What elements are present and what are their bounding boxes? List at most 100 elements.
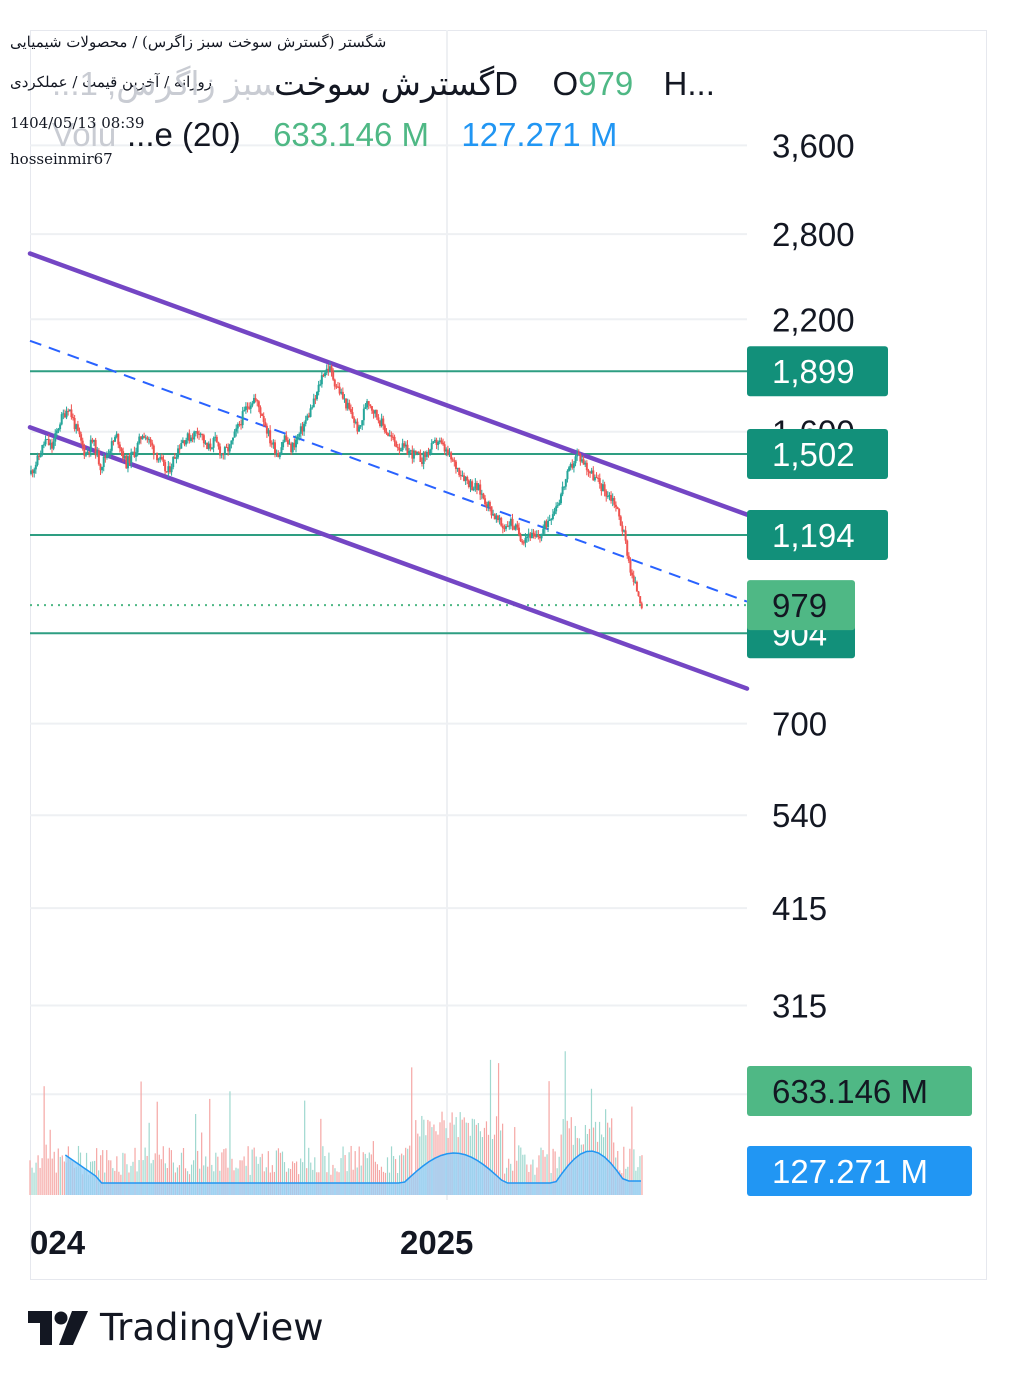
candle <box>91 437 94 444</box>
candle-body <box>219 446 222 456</box>
time-axis[interactable]: 024 2025 <box>30 1224 473 1261</box>
volume-legend[interactable]: Volu <box>52 116 116 154</box>
legend-symbol-row[interactable]: گسترش سوختD O979 H... <box>274 64 715 103</box>
candle-body <box>285 435 288 441</box>
candle <box>606 491 609 499</box>
candle <box>269 425 272 447</box>
volume-badge[interactable] <box>747 1146 972 1196</box>
candle-body <box>170 467 173 473</box>
candle <box>156 452 159 463</box>
candle-body <box>564 479 567 487</box>
candle <box>316 391 319 401</box>
candle <box>175 453 178 464</box>
candle-body <box>31 470 34 474</box>
candle <box>370 406 373 415</box>
candle <box>403 440 406 449</box>
candle <box>160 453 163 461</box>
tradingview-wordmark: TradingView <box>100 1306 324 1349</box>
candle <box>635 580 638 592</box>
candle <box>488 500 491 512</box>
candle <box>353 416 356 428</box>
candle <box>319 379 322 387</box>
candle-body <box>225 447 228 449</box>
candle-body <box>231 437 234 441</box>
candle <box>130 448 133 469</box>
volume-legend-row[interactable]: ...e (20) 633.146 M 127.271 M <box>127 116 617 154</box>
candle <box>443 441 446 456</box>
candle-body <box>280 447 283 455</box>
candle-body <box>288 443 291 445</box>
candle-body <box>456 467 459 470</box>
candle <box>603 481 606 497</box>
candle-body <box>39 454 42 458</box>
candle <box>526 534 529 543</box>
candle-body <box>404 444 407 447</box>
candle <box>257 400 260 413</box>
level-badge[interactable] <box>747 510 888 561</box>
price-axis-label: 2,800 <box>772 216 855 253</box>
candle <box>149 437 152 447</box>
candle-body <box>367 401 370 405</box>
candle-body <box>235 428 238 432</box>
candle <box>228 443 231 455</box>
candle <box>542 524 545 535</box>
candle <box>38 453 41 461</box>
candle <box>68 409 71 412</box>
candle-body <box>606 495 609 497</box>
candle <box>548 514 551 521</box>
candle-body <box>252 397 255 404</box>
level-badge[interactable] <box>747 346 888 397</box>
channel-upper-line[interactable] <box>27 251 750 517</box>
candle <box>580 455 583 464</box>
candle <box>551 509 554 521</box>
candle-body <box>185 440 188 445</box>
last-price-badge[interactable] <box>747 580 855 631</box>
candle-body <box>236 424 239 429</box>
candle-body <box>459 475 462 477</box>
candle <box>62 409 65 420</box>
candle <box>252 394 255 404</box>
candle-body <box>314 398 317 400</box>
candle-body <box>545 521 548 527</box>
level-badge[interactable] <box>747 429 888 480</box>
candle-body <box>337 386 340 388</box>
candle-body <box>343 398 346 400</box>
channel-lower-line[interactable] <box>27 425 750 691</box>
author-name: hosseinmir67 <box>10 150 113 168</box>
candle-body <box>317 384 320 393</box>
candle-body <box>353 418 356 423</box>
candle-body <box>400 450 403 452</box>
candle-body <box>102 456 105 468</box>
volume-badge[interactable] <box>747 1066 972 1116</box>
candle <box>451 457 454 462</box>
candle-body <box>587 470 590 472</box>
candle-body <box>590 470 593 474</box>
candle <box>432 441 435 444</box>
candle-body <box>272 442 275 445</box>
candle <box>159 453 162 463</box>
candle-body <box>477 484 480 491</box>
candle-body <box>603 484 606 492</box>
candle <box>223 445 226 460</box>
candle-body <box>122 451 125 459</box>
channel-midline[interactable] <box>29 339 748 603</box>
candle <box>442 438 445 446</box>
candle <box>291 442 294 454</box>
candle-body <box>172 456 175 468</box>
candle <box>236 422 239 434</box>
tradingview-logo[interactable]: TradingView <box>28 1306 324 1349</box>
candle <box>592 466 595 481</box>
chart-settings-line: روزانه / آخرین قیمت / عملکردی <box>10 73 213 91</box>
candle-body <box>359 425 362 427</box>
candle-body <box>537 534 540 537</box>
candle <box>317 380 320 396</box>
candle <box>454 459 457 474</box>
grid-lines <box>30 30 747 1200</box>
candle <box>157 457 160 463</box>
candle-body <box>75 424 78 430</box>
candle <box>540 533 543 542</box>
candle-body <box>181 440 184 444</box>
candle-body <box>569 464 572 468</box>
candle-body <box>202 435 205 444</box>
